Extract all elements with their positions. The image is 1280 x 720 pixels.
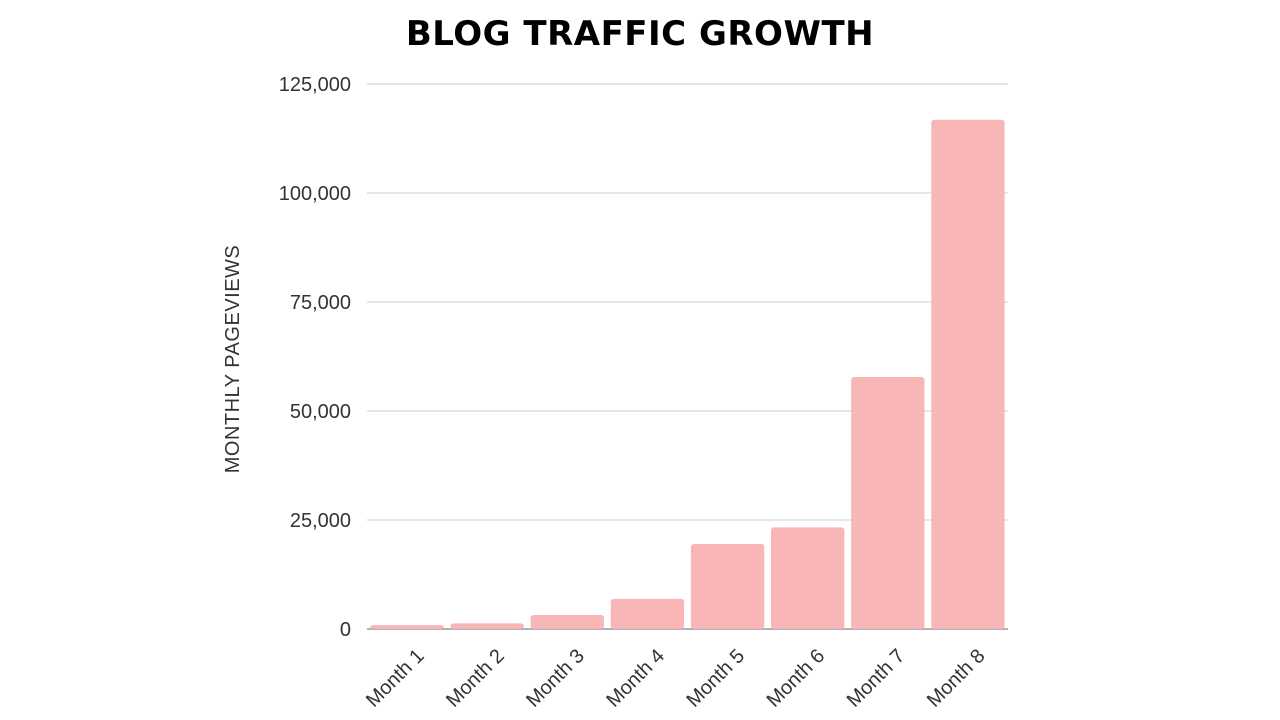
x-tick-label: Month 7 xyxy=(843,645,910,712)
x-tick-label: Month 4 xyxy=(602,645,669,712)
bar-month-6 xyxy=(771,527,845,629)
y-tick-label: 50,000 xyxy=(290,401,351,423)
x-tick-label: Month 8 xyxy=(923,645,990,712)
y-tick-label: 25,000 xyxy=(290,510,351,532)
y-tick-label: 0 xyxy=(340,619,351,641)
bars xyxy=(370,119,1005,629)
y-axis-label: MONTHLY PAGEVIEWS xyxy=(222,245,244,474)
x-tick-label: Month 6 xyxy=(763,645,830,712)
bar-month-7 xyxy=(851,376,925,629)
y-tick-label: 100,000 xyxy=(279,183,351,205)
x-tick-label: Month 1 xyxy=(362,645,429,712)
bar-month-5 xyxy=(690,543,765,629)
x-tick-label: Month 3 xyxy=(522,645,589,712)
y-axis-ticks: 0 25,000 50,000 75,000 100,000 125,000 xyxy=(279,74,351,641)
chart-title: BLOG TRAFFIC GROWTH xyxy=(405,14,875,54)
x-axis-ticks: Month 1 Month 2 Month 3 Month 4 Month 5 Month… xyxy=(362,645,990,712)
bar-month-4 xyxy=(610,598,685,629)
y-tick-label: 75,000 xyxy=(290,292,351,314)
bar-month-1 xyxy=(370,625,444,629)
bar-month-8 xyxy=(931,119,1005,629)
x-tick-label: Month 5 xyxy=(682,645,749,712)
bar-month-2 xyxy=(450,623,524,629)
bar-month-3 xyxy=(530,615,604,629)
y-tick-label: 125,000 xyxy=(279,74,351,96)
x-tick-label: Month 2 xyxy=(442,645,509,712)
